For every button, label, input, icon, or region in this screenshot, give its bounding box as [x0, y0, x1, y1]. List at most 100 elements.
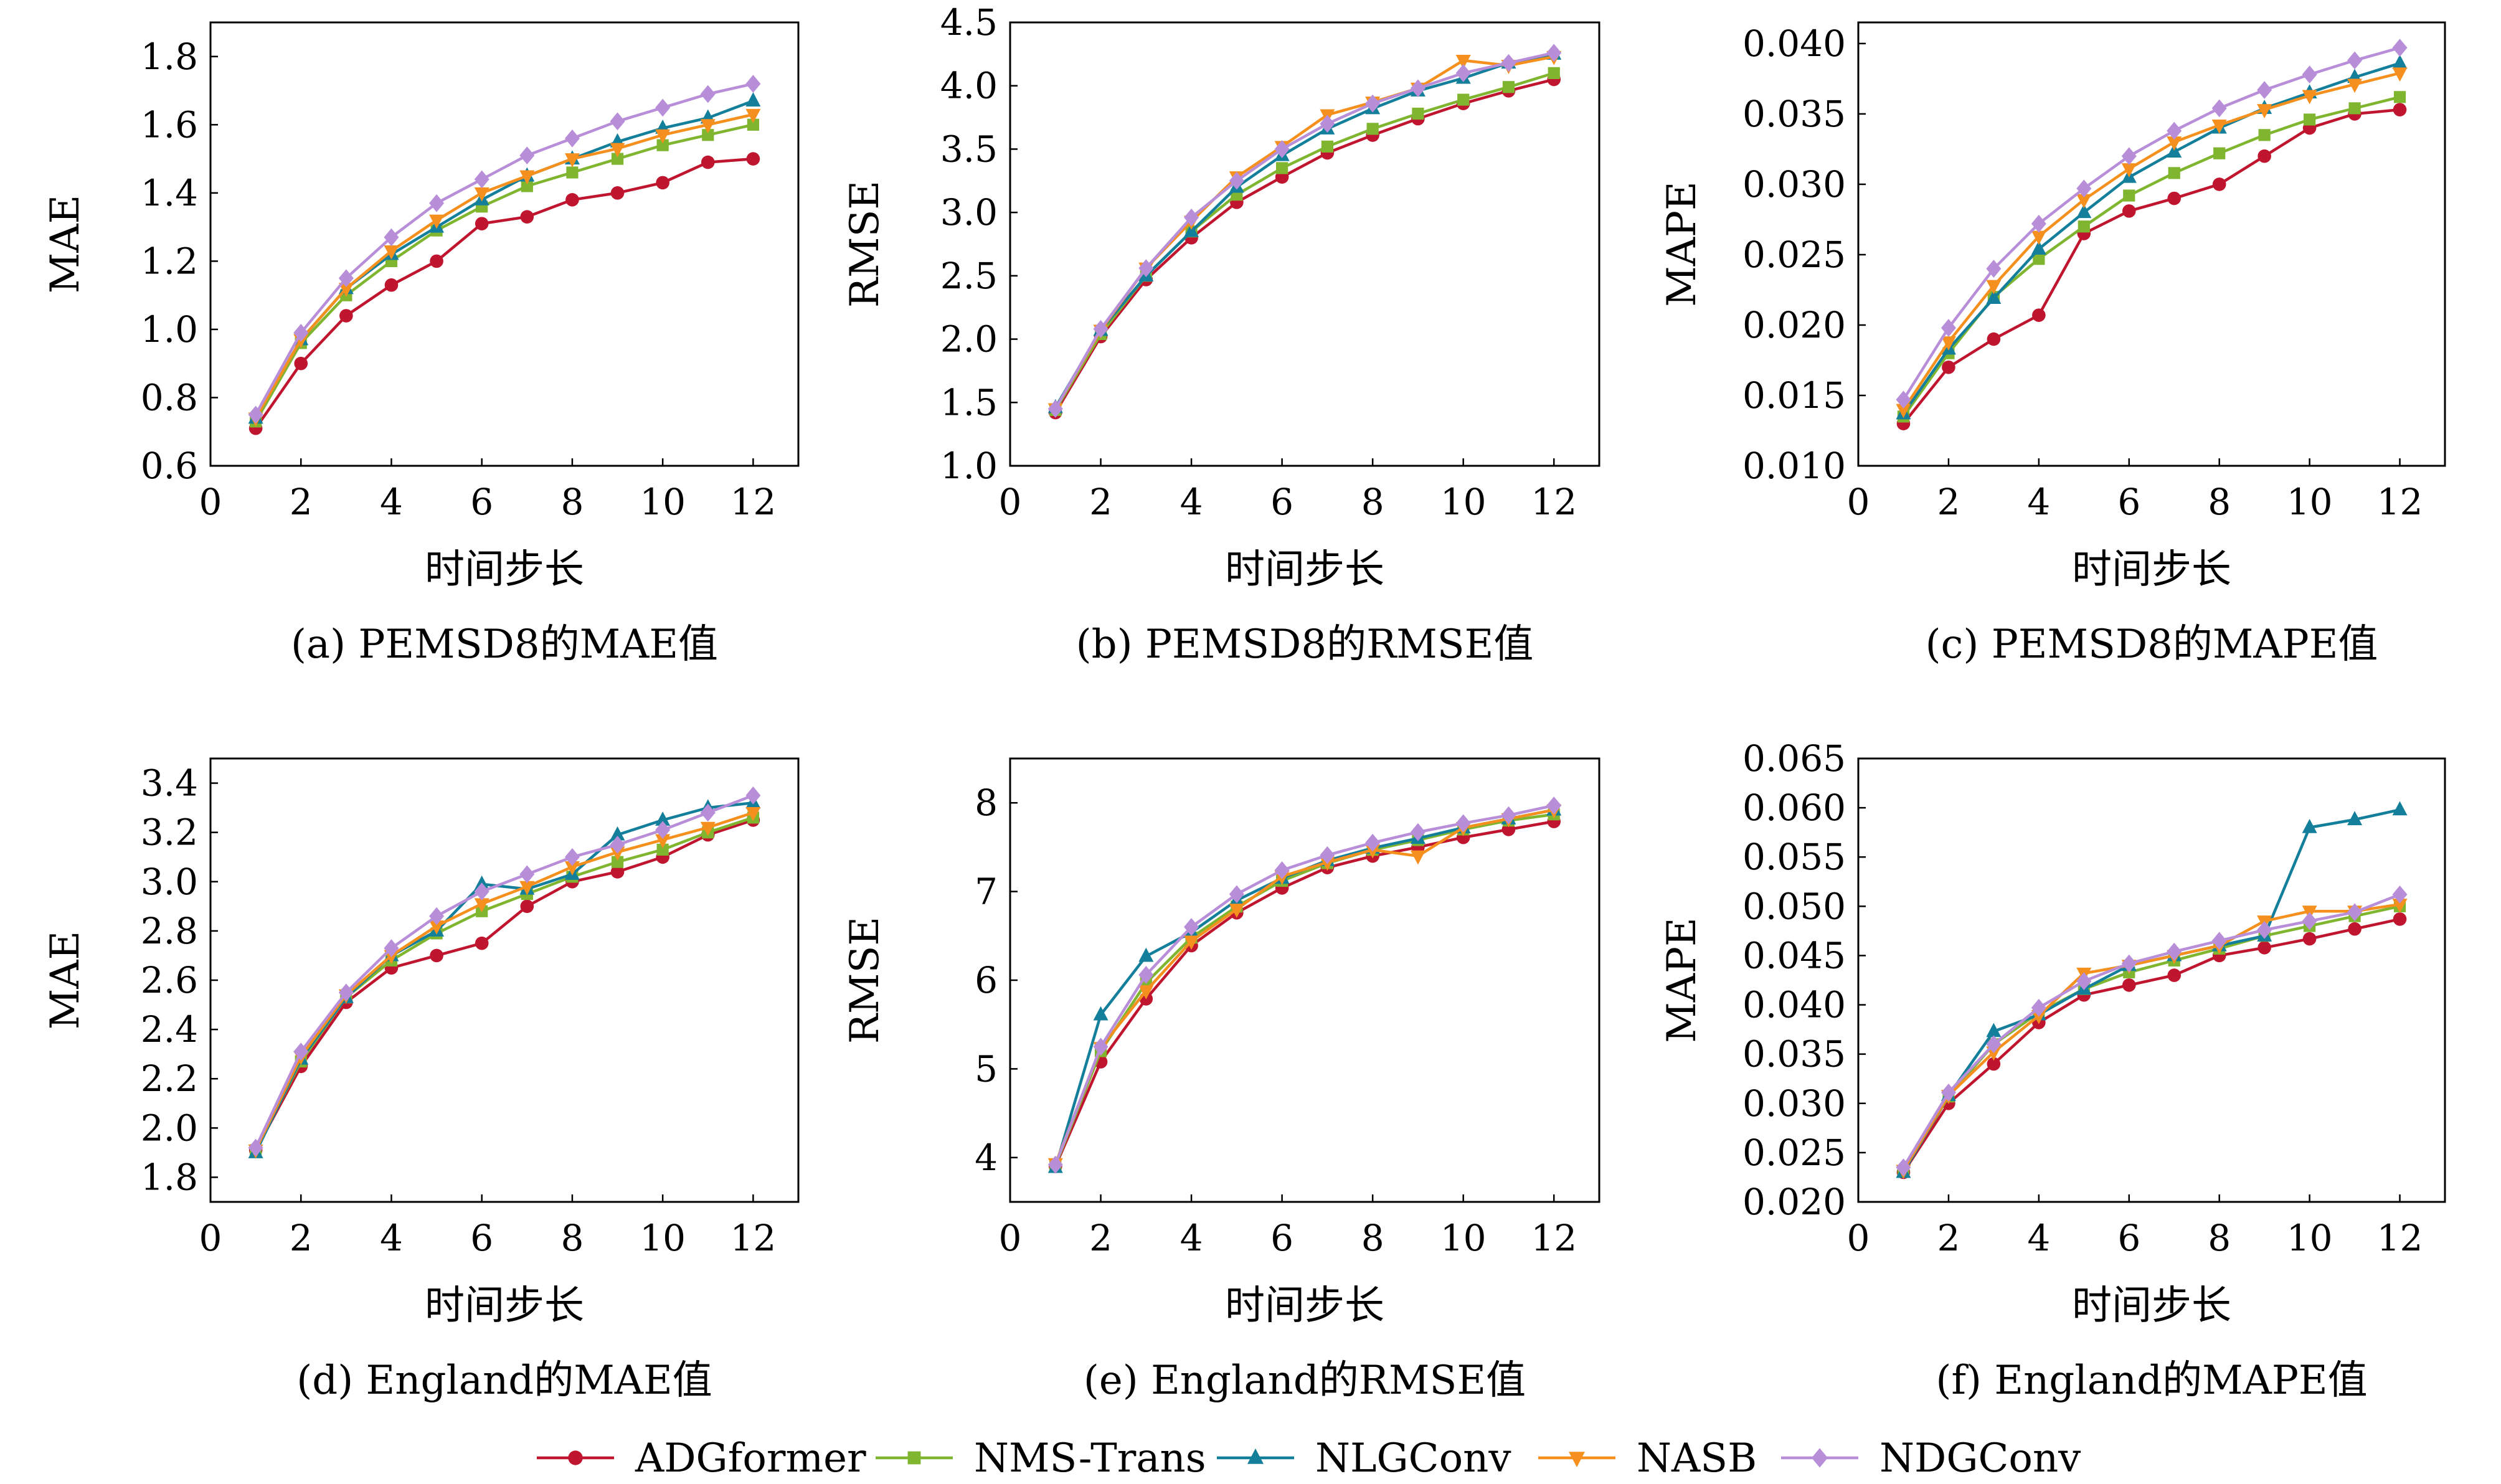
y-tick-label: 2.0	[940, 318, 998, 361]
series-line	[1902, 46, 2401, 400]
x-tick-label: 10	[640, 1217, 686, 1259]
chart-panels: 0 2 4 6 8 10 12 0.6 0.8 1.0 1.2 1.4 1.6 1.8 时间步长 MAE (a)…	[42, 1, 2446, 1404]
data-point	[2393, 912, 2407, 926]
data-point	[1501, 806, 1516, 825]
data-point	[2032, 308, 2046, 322]
x-tick-label: 12	[2377, 1217, 2423, 1259]
series-nlgconv	[1047, 801, 1562, 1173]
x-tick-label: 12	[730, 481, 776, 523]
data-point	[700, 821, 716, 836]
data-point	[384, 228, 399, 247]
x-tick-label: 8	[1361, 1217, 1384, 1259]
data-point	[429, 214, 445, 229]
y-tick-label: 1.5	[940, 381, 998, 423]
data-point	[2347, 51, 2363, 70]
series-line	[254, 113, 754, 419]
series-adgformer	[248, 152, 760, 435]
data-point	[564, 129, 580, 148]
data-point	[2031, 240, 2046, 255]
series-line	[1054, 820, 1554, 1167]
data-point	[429, 920, 445, 935]
data-point	[1455, 814, 1471, 833]
series-line	[254, 99, 754, 419]
y-tick-label: 2.5	[940, 255, 998, 297]
series-line	[254, 157, 754, 430]
data-point	[610, 112, 625, 131]
x-tick-label: 10	[2287, 1217, 2333, 1259]
y-tick-label: 0.020	[1742, 1181, 1846, 1223]
data-point	[2033, 253, 2045, 265]
data-point	[2167, 121, 2182, 140]
data-point	[430, 948, 443, 963]
data-point	[1410, 823, 1425, 841]
x-tick-label: 4	[2027, 1217, 2050, 1259]
data-point	[293, 1042, 309, 1061]
x-tick-label: 6	[470, 481, 493, 523]
data-point	[1986, 260, 2002, 278]
x-tick-label: 10	[640, 481, 686, 523]
data-point	[2167, 942, 2182, 961]
series-nlgconv	[1896, 801, 2408, 1178]
y-tick-label: 7	[975, 871, 998, 913]
series-line	[1054, 808, 1554, 1165]
data-point	[610, 865, 625, 879]
y-axis-label: RMSE	[842, 917, 888, 1044]
data-point	[520, 210, 534, 224]
data-point	[2211, 932, 2227, 950]
data-point	[339, 309, 353, 323]
x-tick-label: 2	[290, 481, 313, 523]
data-point	[2392, 885, 2408, 904]
panel-caption: (f) England的MAPE值	[1936, 1358, 2367, 1404]
y-tick-label: 8	[975, 782, 998, 824]
data-point	[701, 155, 715, 169]
series-line	[254, 801, 754, 1153]
legend-marker	[907, 1451, 921, 1465]
series-nasb	[1047, 50, 1562, 418]
series-line	[1054, 813, 1554, 1166]
data-point	[2076, 204, 2092, 219]
data-point	[655, 129, 671, 144]
chart-panel-3: 0 2 4 6 8 10 12 0.010 0.015 0.020 0.025 0.030 0.035 0…	[1659, 21, 2446, 668]
series-nlgconv	[248, 794, 761, 1158]
y-tick-label: 0.025	[1742, 234, 1846, 276]
series-nasb	[248, 108, 761, 427]
y-tick-label: 2.4	[141, 1008, 198, 1051]
x-tick-label: 12	[1531, 481, 1577, 523]
series-line	[1054, 78, 1554, 414]
series-nms-trans	[1897, 900, 2406, 1178]
data-point	[1366, 123, 1379, 135]
data-point	[2257, 920, 2272, 939]
x-tick-label: 10	[2287, 481, 2333, 523]
x-tick-label: 8	[560, 1217, 584, 1259]
panel-caption: (c) PEMSD8的MAPE值	[1926, 621, 2378, 668]
y-tick-label: 0.060	[1742, 787, 1846, 829]
x-tick-label: 2	[1937, 481, 1960, 523]
series-adgformer	[1048, 72, 1561, 420]
data-point	[2347, 903, 2363, 922]
x-tick-label: 0	[1847, 481, 1870, 523]
series-nms-trans	[1897, 91, 2406, 423]
series-adgformer	[248, 813, 760, 1157]
series-nasb	[1896, 67, 2408, 418]
y-tick-label: 2.6	[141, 959, 198, 1001]
series-line	[1902, 902, 2400, 1171]
series-nlgconv	[1047, 45, 1562, 414]
data-point	[1320, 115, 1335, 133]
data-point	[384, 278, 399, 292]
legend-label: NMS-Trans	[974, 1435, 1206, 1482]
legend-item-adgformer: ADGformer	[537, 1435, 866, 1482]
x-tick-label: 8	[2208, 481, 2231, 523]
data-point	[2302, 912, 2317, 930]
series-line	[254, 123, 754, 422]
y-tick-label: 1.0	[940, 445, 998, 487]
series-line	[254, 82, 754, 415]
series-ndgconv	[248, 786, 761, 1157]
data-point	[521, 180, 533, 192]
data-point	[2076, 972, 2092, 990]
data-point	[293, 324, 309, 342]
data-point	[2031, 998, 2046, 1017]
data-point	[1896, 390, 1911, 409]
data-point	[2347, 78, 2363, 93]
data-point	[2302, 932, 2317, 946]
